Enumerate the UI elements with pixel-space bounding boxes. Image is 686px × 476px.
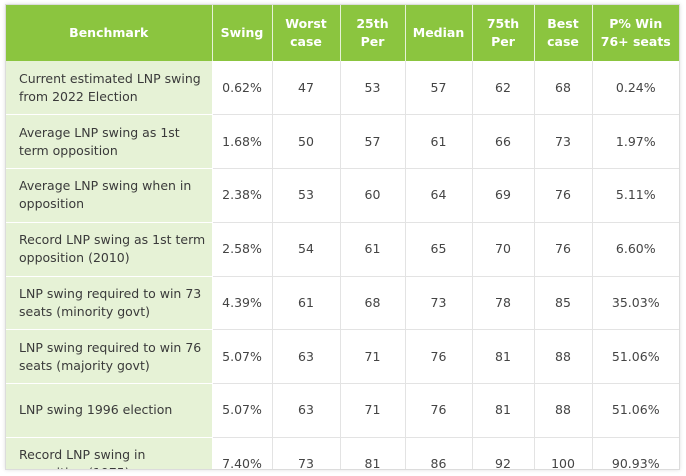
p25-cell: 71	[340, 383, 406, 438]
worst-case-cell: 50	[272, 114, 341, 169]
p25-cell: 71	[340, 329, 406, 384]
worst-case-cell: 63	[272, 329, 341, 384]
p75-cell: 70	[472, 222, 535, 277]
benchmark-cell: Average LNP swing as 1st term opposition	[6, 114, 213, 169]
median-cell: 76	[405, 383, 473, 438]
best-case-cell: 76	[534, 168, 593, 223]
p75-cell: 81	[472, 329, 535, 384]
median-cell: 73	[405, 276, 473, 331]
p25-cell: 57	[340, 114, 406, 169]
median-cell: 64	[405, 168, 473, 223]
p75-cell: 66	[472, 114, 535, 169]
header-swing: Swing	[212, 5, 273, 61]
table-body: Current estimated LNP swing from 2022 El…	[6, 61, 679, 469]
header-best-case: Best case	[534, 5, 593, 61]
win-probability-cell: 51.06%	[592, 329, 679, 384]
table-row: Record LNP swing as 1st term opposition …	[6, 222, 679, 277]
p75-cell: 92	[472, 437, 535, 469]
header-benchmark: Benchmark	[6, 5, 213, 61]
win-probability-cell: 6.60%	[592, 222, 679, 277]
benchmark-cell: Record LNP swing as 1st term opposition …	[6, 222, 213, 277]
swing-cell: 4.39%	[212, 276, 273, 331]
benchmark-cell: Current estimated LNP swing from 2022 El…	[6, 61, 213, 116]
p25-cell: 53	[340, 61, 406, 116]
table-row: LNP swing required to win 73 seats (mino…	[6, 276, 679, 331]
best-case-cell: 88	[534, 383, 593, 438]
swing-cell: 2.58%	[212, 222, 273, 277]
worst-case-cell: 63	[272, 383, 341, 438]
benchmark-cell: LNP swing required to win 76 seats (majo…	[6, 329, 213, 384]
worst-case-cell: 54	[272, 222, 341, 277]
header-worst-case: Worst case	[272, 5, 341, 61]
p25-cell: 61	[340, 222, 406, 277]
p75-cell: 78	[472, 276, 535, 331]
median-cell: 65	[405, 222, 473, 277]
header-win-probability: P% Win 76+ seats	[592, 5, 679, 61]
median-cell: 76	[405, 329, 473, 384]
swing-cell: 7.40%	[212, 437, 273, 469]
p75-cell: 69	[472, 168, 535, 223]
win-probability-cell: 1.97%	[592, 114, 679, 169]
benchmark-table: Benchmark Swing Worst case 25th Per Medi…	[6, 5, 679, 469]
median-cell: 57	[405, 61, 473, 116]
p25-cell: 81	[340, 437, 406, 469]
win-probability-cell: 35.03%	[592, 276, 679, 331]
benchmark-cell: Record LNP swing in opposition (1975)	[6, 437, 213, 469]
swing-cell: 0.62%	[212, 61, 273, 116]
worst-case-cell: 47	[272, 61, 341, 116]
win-probability-cell: 0.24%	[592, 61, 679, 116]
swing-cell: 5.07%	[212, 383, 273, 438]
swing-cell: 1.68%	[212, 114, 273, 169]
best-case-cell: 88	[534, 329, 593, 384]
benchmark-table-container: Benchmark Swing Worst case 25th Per Medi…	[5, 4, 680, 470]
swing-cell: 5.07%	[212, 329, 273, 384]
benchmark-cell: LNP swing required to win 73 seats (mino…	[6, 276, 213, 331]
table-row: LNP swing required to win 76 seats (majo…	[6, 329, 679, 384]
table-row: Current estimated LNP swing from 2022 El…	[6, 61, 679, 116]
win-probability-cell: 90.93%	[592, 437, 679, 469]
worst-case-cell: 53	[272, 168, 341, 223]
table-row: Average LNP swing when in opposition 2.38…	[6, 168, 679, 223]
benchmark-cell: Average LNP swing when in opposition	[6, 168, 213, 223]
worst-case-cell: 61	[272, 276, 341, 331]
p25-cell: 60	[340, 168, 406, 223]
header-median: Median	[405, 5, 473, 61]
table-row: Record LNP swing in opposition (1975)7.4…	[6, 437, 679, 469]
median-cell: 86	[405, 437, 473, 469]
header-25th-per: 25th Per	[340, 5, 406, 61]
best-case-cell: 85	[534, 276, 593, 331]
win-probability-cell: 51.06%	[592, 383, 679, 438]
table-row: LNP swing 1996 election 5.07% 63 71 76 81 88 51…	[6, 383, 679, 438]
best-case-cell: 76	[534, 222, 593, 277]
p25-cell: 68	[340, 276, 406, 331]
best-case-cell: 100	[534, 437, 593, 469]
p75-cell: 81	[472, 383, 535, 438]
p75-cell: 62	[472, 61, 535, 116]
best-case-cell: 73	[534, 114, 593, 169]
benchmark-cell: LNP swing 1996 election	[6, 383, 213, 438]
best-case-cell: 68	[534, 61, 593, 116]
median-cell: 61	[405, 114, 473, 169]
header-row: Benchmark Swing Worst case 25th Per Medi…	[6, 5, 679, 61]
swing-cell: 2.38%	[212, 168, 273, 223]
header-75th-per: 75th Per	[472, 5, 535, 61]
table-row: Average LNP swing as 1st term opposition…	[6, 114, 679, 169]
win-probability-cell: 5.11%	[592, 168, 679, 223]
worst-case-cell: 73	[272, 437, 341, 469]
